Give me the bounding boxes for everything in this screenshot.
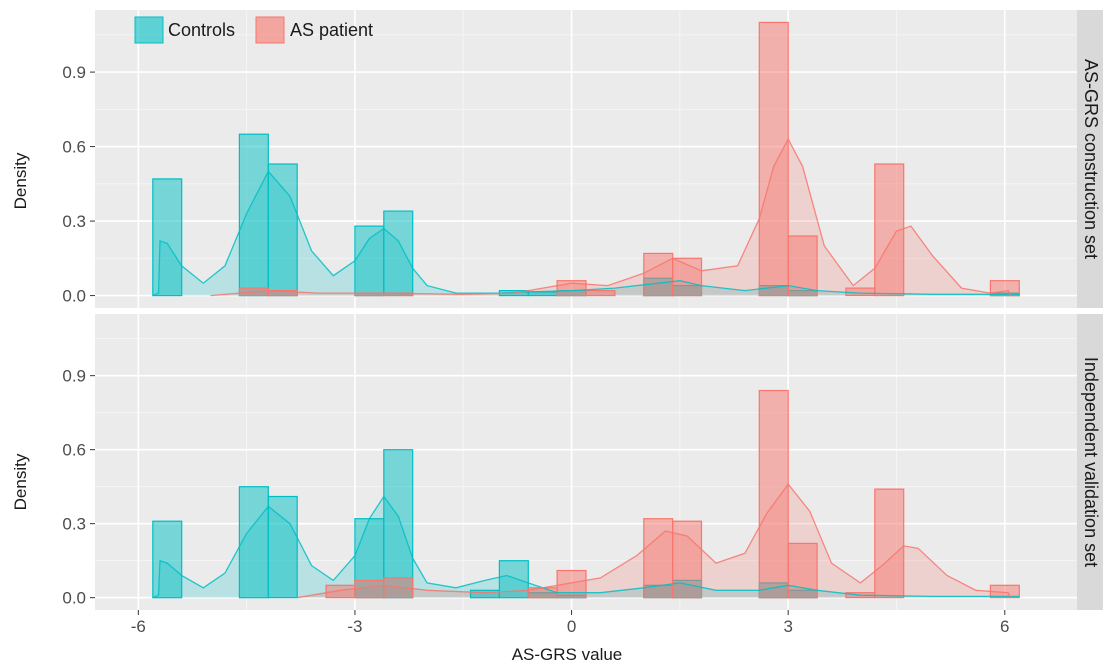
density-line-as-patient: [297, 483, 1012, 599]
density-line-controls: [152, 170, 1020, 297]
histogram-bar-controls: [527, 291, 558, 297]
histogram-bar-as-patient: [845, 287, 876, 297]
histogram-bar-as-patient: [874, 488, 905, 599]
x-axis-title: AS-GRS value: [512, 645, 623, 663]
facet-strip-label: Independent validation set: [1081, 357, 1101, 567]
histogram-bar-controls: [238, 133, 269, 297]
y-tick-label: 0.9: [62, 367, 86, 386]
facet-strip-background: [1077, 10, 1103, 308]
legend-swatch-controls: [134, 16, 164, 44]
histogram-bar-controls: [152, 520, 183, 599]
histogram-bar-as-patient: [643, 252, 674, 297]
histogram-bar-as-patient: [383, 577, 414, 599]
y-tick-label: 0.6: [62, 138, 86, 157]
legend-label-as-patient: AS patient: [290, 20, 373, 40]
histogram-bar-controls: [152, 178, 183, 297]
histogram-bar-controls: [354, 225, 385, 297]
plot-area: [152, 21, 1020, 297]
histogram-bar-controls: [238, 486, 269, 599]
facet-strip-1: AS-GRS construction set: [1077, 10, 1103, 308]
histogram-bar-controls: [383, 449, 414, 599]
x-tick-label: 0: [567, 617, 576, 636]
histogram-bar-controls: [469, 589, 500, 599]
facet-strip-background: [1077, 314, 1103, 610]
histogram-bar-as-patient: [989, 280, 1020, 297]
histogram-bar-as-patient: [354, 579, 385, 599]
legend: Controls AS patient: [134, 16, 373, 44]
histogram-bar-as-patient: [787, 542, 818, 599]
histogram-bar-as-patient: [758, 389, 789, 599]
legend-label-controls: Controls: [168, 20, 235, 40]
y-tick-label: 0.0: [62, 287, 86, 306]
x-tick-label: -6: [131, 617, 146, 636]
facet-strip-label: AS-GRS construction set: [1081, 59, 1101, 259]
x-tick-label: 3: [783, 617, 792, 636]
histogram-bar-controls: [267, 495, 298, 599]
y-axis-title-bottom: Density: [11, 453, 30, 510]
y-tick-label: 0.9: [62, 63, 86, 82]
histogram-bar-controls: [267, 163, 298, 297]
y-axis-title-top: Density: [11, 152, 30, 209]
x-tick-label: -3: [347, 617, 362, 636]
panel-1: [95, 10, 1077, 308]
histogram-bar-controls: [383, 210, 414, 297]
panel-2: [95, 314, 1077, 610]
histogram-bar-as-patient: [585, 290, 616, 297]
y-tick-label: 0.3: [62, 212, 86, 231]
histogram-bar-as-patient: [267, 290, 298, 297]
y-tick-label: 0.0: [62, 589, 86, 608]
plot-area: [152, 389, 1020, 599]
y-tick-label: 0.3: [62, 515, 86, 534]
y-tick-label: 0.6: [62, 441, 86, 460]
histogram-bar-as-patient: [787, 235, 818, 297]
x-tick-label: 6: [1000, 617, 1009, 636]
density-line-as-patient: [210, 137, 1012, 297]
facet-strip-2: Independent validation set: [1077, 314, 1103, 610]
legend-swatch-as-patient: [255, 16, 285, 44]
density-line-controls: [152, 495, 1020, 599]
histogram-bar-as-patient: [758, 21, 789, 297]
